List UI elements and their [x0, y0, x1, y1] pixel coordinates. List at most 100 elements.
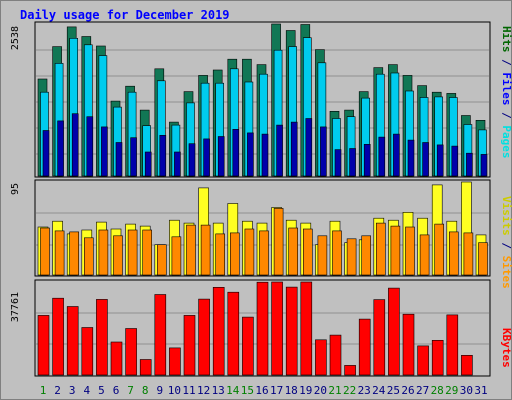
bar-kbytes-16 — [256, 281, 269, 376]
bar-sites-24 — [375, 222, 386, 276]
legend-sep-2: / — [500, 106, 512, 126]
bar-sites-4 — [84, 237, 94, 276]
bar-pages-5 — [101, 126, 108, 177]
bar-sites-9 — [157, 244, 167, 276]
bar-sites-31 — [478, 242, 488, 276]
bar-pages-24 — [378, 136, 386, 177]
bar-sites-30 — [463, 232, 474, 276]
bar-kbytes-20 — [315, 339, 327, 376]
bar-kbytes-22 — [344, 365, 356, 376]
bar-pages-18 — [290, 121, 298, 177]
bar-sites-5 — [98, 229, 109, 276]
day-label-19: 19 — [299, 384, 312, 397]
day-label-16: 16 — [255, 384, 268, 397]
day-label-3: 3 — [69, 384, 76, 397]
bar-sites-22 — [346, 238, 357, 276]
bar-pages-29 — [451, 145, 459, 177]
bar-kbytes-14 — [227, 291, 240, 376]
bar-sites-18 — [288, 227, 299, 276]
bar-pages-20 — [320, 126, 327, 177]
bar-kbytes-10 — [169, 347, 181, 376]
bar-pages-26 — [407, 139, 415, 177]
bar-kbytes-6 — [110, 341, 123, 376]
bar-pages-4 — [86, 116, 94, 177]
day-label-10: 10 — [168, 384, 181, 397]
day-label-11: 11 — [182, 384, 195, 397]
day-label-9: 9 — [156, 384, 163, 397]
bar-kbytes-13 — [212, 286, 225, 376]
bar-kbytes-25 — [388, 287, 400, 376]
day-label-25: 25 — [387, 384, 400, 397]
bar-pages-8 — [144, 151, 152, 177]
bars — [37, 23, 488, 376]
bar-kbytes-26 — [402, 313, 415, 376]
bar-kbytes-18 — [285, 286, 298, 376]
chart-title: Daily usage for December 2019 — [20, 8, 230, 22]
day-label-1: 1 — [40, 384, 47, 397]
bar-kbytes-24 — [373, 299, 386, 376]
bar-pages-12 — [203, 138, 210, 177]
bar-kbytes-5 — [96, 299, 108, 376]
bar-pages-1 — [42, 130, 50, 177]
bar-sites-26 — [405, 226, 415, 276]
bar-sites-28 — [434, 223, 445, 276]
day-label-30: 30 — [460, 384, 473, 397]
legend-visits: Visits — [500, 196, 512, 236]
bar-sites-21 — [332, 230, 342, 276]
day-label-23: 23 — [358, 384, 371, 397]
bar-sites-7 — [127, 229, 138, 276]
day-label-26: 26 — [401, 384, 414, 397]
bar-pages-11 — [188, 143, 196, 177]
day-label-5: 5 — [98, 384, 105, 397]
bar-pages-7 — [130, 137, 137, 177]
bar-kbytes-2 — [52, 297, 64, 376]
day-label-8: 8 — [142, 384, 149, 397]
bar-sites-12 — [200, 224, 211, 276]
bar-kbytes-15 — [242, 316, 254, 376]
bar-kbytes-28 — [431, 339, 444, 376]
bar-kbytes-17 — [271, 281, 283, 376]
bar-sites-27 — [419, 234, 430, 276]
hits-legend: Hits / Files / Pages — [500, 26, 512, 159]
bar-kbytes-23 — [358, 318, 371, 376]
bar-pages-25 — [393, 133, 400, 177]
legend-sep-1: / — [500, 53, 512, 73]
kbytes-max-label: 37761 — [10, 292, 21, 322]
day-label-6: 6 — [113, 384, 120, 397]
bar-pages-14 — [232, 129, 240, 177]
day-label-29: 29 — [445, 384, 458, 397]
day-label-28: 28 — [431, 384, 444, 397]
bar-kbytes-29 — [446, 314, 459, 376]
bar-sites-25 — [390, 225, 401, 276]
bar-sites-19 — [302, 228, 313, 276]
bar-kbytes-21 — [329, 334, 342, 376]
bar-sites-8 — [142, 229, 152, 276]
bar-kbytes-3 — [66, 306, 79, 376]
bar-pages-21 — [334, 149, 342, 177]
bar-pages-31 — [480, 154, 488, 177]
bar-pages-6 — [115, 142, 123, 177]
bar-pages-2 — [57, 120, 64, 177]
bar-sites-23 — [361, 235, 372, 276]
day-label-7: 7 — [127, 384, 134, 397]
bar-sites-2 — [54, 230, 65, 276]
bar-sites-1 — [40, 227, 50, 276]
day-label-2: 2 — [54, 384, 61, 397]
legend-hits: Hits — [500, 26, 512, 53]
bar-pages-23 — [363, 144, 371, 177]
bar-pages-19 — [305, 118, 313, 177]
bar-sites-3 — [69, 231, 79, 276]
bar-kbytes-9 — [154, 294, 167, 376]
day-label-18: 18 — [285, 384, 298, 397]
bar-kbytes-11 — [183, 315, 196, 376]
bar-sites-13 — [215, 233, 225, 276]
legend-sep-3: / — [500, 236, 512, 256]
bar-kbytes-4 — [81, 327, 94, 376]
bar-sites-10 — [171, 236, 182, 276]
bar-pages-10 — [174, 151, 181, 177]
bar-sites-16 — [259, 230, 269, 276]
bar-pages-22 — [349, 148, 356, 177]
legend-kbytes: KBytes — [500, 328, 512, 368]
day-label-14: 14 — [226, 384, 240, 397]
